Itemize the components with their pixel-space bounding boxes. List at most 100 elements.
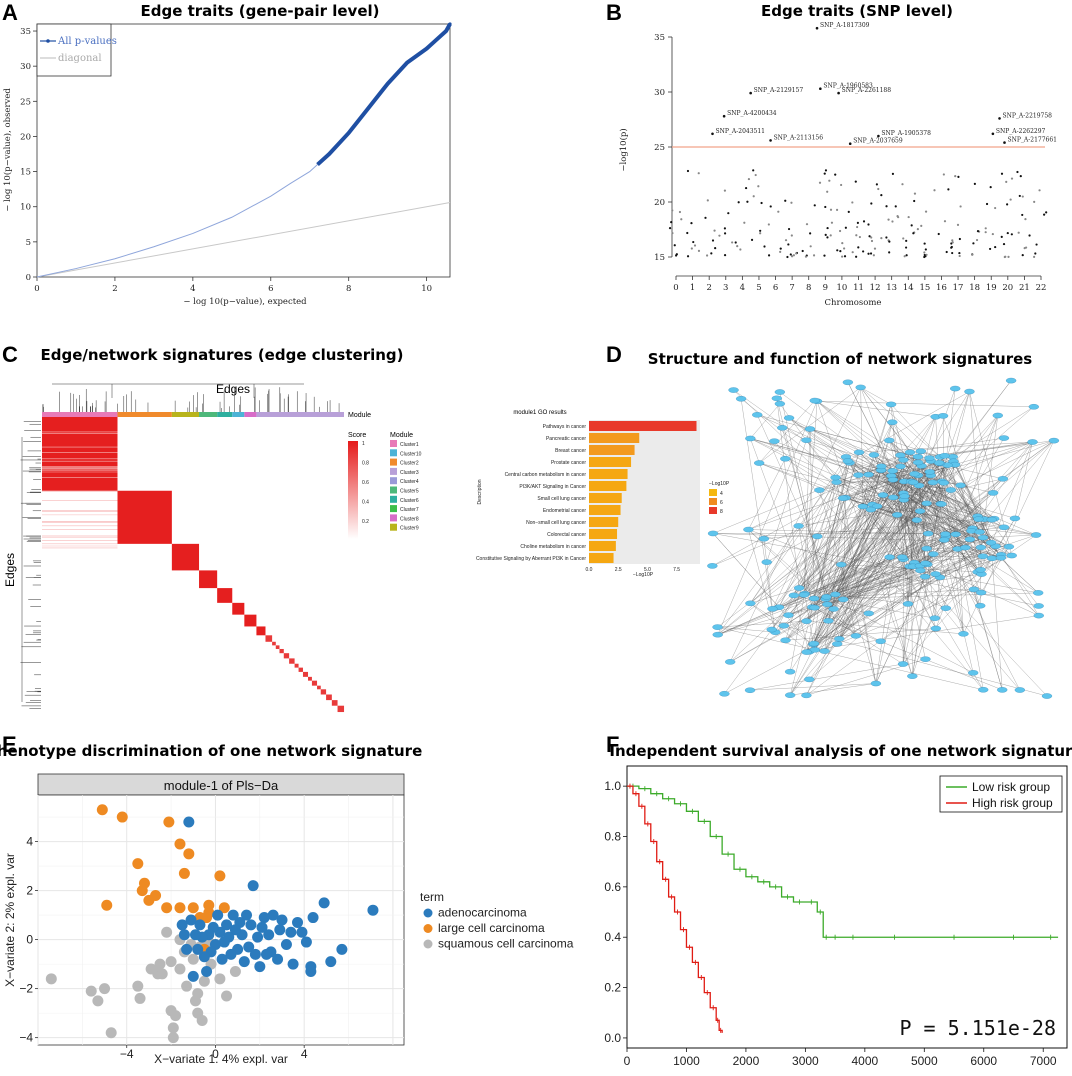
module-legend-swatch [390, 477, 397, 485]
panel-e-point-0 [276, 914, 288, 926]
network-node [761, 559, 772, 565]
panel-b-snp-point [994, 245, 997, 249]
panel-b-snp-point [958, 251, 961, 255]
panel-b-snp-point [843, 255, 847, 258]
network-edge [750, 531, 980, 604]
panel-f-ytick-label: 0.2 [604, 981, 621, 995]
panel-b-snp-point [1000, 235, 1003, 238]
network-node [823, 618, 834, 624]
network-edge [827, 534, 1037, 605]
panel-e-legend-label: squamous cell carcinoma [438, 937, 574, 951]
panel-e-legend-label: large cell carcinoma [438, 921, 545, 935]
network-edge [733, 389, 917, 521]
panel-b-snp-point [856, 225, 859, 229]
module-legend-swatch [390, 440, 397, 447]
network-node [752, 412, 763, 418]
panel-e-point-0 [227, 909, 239, 921]
panel-a-diagonal-line [36, 202, 451, 278]
network-edge [870, 509, 937, 629]
panel-e-point-0 [367, 904, 379, 916]
panel-a-qq-point [444, 29, 448, 33]
panel-b-snp-label: SNP_A-2113156 [774, 134, 824, 141]
panel-b-snp-point [784, 199, 787, 202]
panel-b-snp-point [891, 220, 894, 223]
panel-b-ytick-label: 35 [654, 33, 665, 43]
panel-e-point-1 [187, 902, 199, 914]
panel-b-snp-point [723, 189, 727, 192]
network-edge [783, 625, 1048, 697]
network-edge [912, 504, 942, 677]
panel-a-ytick-label: 25 [20, 97, 31, 107]
panel-e-legend-marker [423, 924, 433, 933]
panel-b-snp-label: SNP_A-2219758 [1003, 112, 1053, 119]
panel-b-snp-point [1024, 218, 1027, 221]
panel-b-snp-point [870, 236, 873, 239]
panel-b-snp-point [916, 228, 919, 231]
panel-c-col-label: Edges [216, 382, 250, 396]
panel-b-snp-point [867, 223, 870, 226]
panel-b-snp-point [873, 247, 877, 250]
network-edge [798, 462, 919, 527]
panel-b-snp-point [1007, 255, 1010, 258]
panel-b-snp-point [891, 172, 895, 176]
panel-b-snp-point [718, 234, 721, 237]
panel-b-snp-point [950, 245, 953, 249]
network-node [780, 456, 791, 462]
panel-f-ytick-label: 1.0 [604, 779, 621, 793]
panel-e-point-0 [216, 953, 228, 965]
network-edge [973, 518, 1016, 590]
panel-b-snp-point [792, 254, 795, 257]
network-edge [806, 440, 1055, 622]
network-node [1014, 687, 1025, 693]
network-node [725, 659, 736, 665]
go-legend: 4 6 8 [709, 489, 723, 515]
panel-c-dendrograms [20, 383, 340, 709]
heatmap-block [272, 641, 276, 646]
module-legend-label: Cluster10 [400, 451, 422, 457]
panel-b-snp-point [857, 246, 860, 249]
network-node [892, 512, 903, 518]
panel-b-snp-point [736, 245, 739, 248]
panel-b-xtick-label: 4 [740, 283, 745, 293]
panel-b-snp-point [971, 253, 974, 256]
panel-b-top-snp-point [991, 132, 995, 136]
network-node [920, 656, 931, 662]
go-category-label: Constitutive Signaling by Aberrant PI3K … [476, 556, 586, 562]
network-node [857, 503, 869, 510]
network-node [930, 571, 941, 577]
panel-e-point-0 [221, 919, 233, 931]
panel-label-e: E [2, 732, 17, 757]
panel-b-snp-point [752, 195, 755, 198]
network-node [728, 387, 739, 393]
panel-b-snp-point [1028, 234, 1031, 237]
network-edge [960, 485, 982, 548]
panel-e-point-2 [99, 983, 111, 995]
panel-e-point-0 [254, 961, 266, 973]
panel-label-a: A [2, 0, 18, 25]
network-node [745, 435, 756, 442]
go-legend-swatch [709, 507, 717, 514]
panel-e-point-0 [198, 951, 210, 963]
network-edge [862, 506, 913, 677]
panel-e-point-0 [305, 961, 317, 973]
panel-b-snp-point [693, 244, 697, 247]
network-node [974, 529, 985, 535]
network-edge [903, 559, 926, 660]
network-edge [942, 415, 945, 483]
panel-c: Edge/network signatures (edge clustering… [3, 346, 730, 713]
network-node [912, 459, 924, 466]
panel-b-snp-point [731, 241, 734, 244]
panel-e-point-1 [116, 811, 128, 823]
network-edge [814, 607, 881, 642]
network-edge [824, 514, 898, 652]
network-node [914, 508, 926, 514]
panel-f-xtick-label: 2000 [733, 1054, 760, 1068]
network-node [938, 480, 950, 486]
network-edge [790, 452, 911, 696]
network-edge [778, 481, 837, 608]
network-edge [860, 387, 941, 458]
heatmap-block [42, 417, 118, 491]
panel-b-snp-point [858, 235, 861, 239]
panel-b-snp-point [905, 239, 908, 242]
